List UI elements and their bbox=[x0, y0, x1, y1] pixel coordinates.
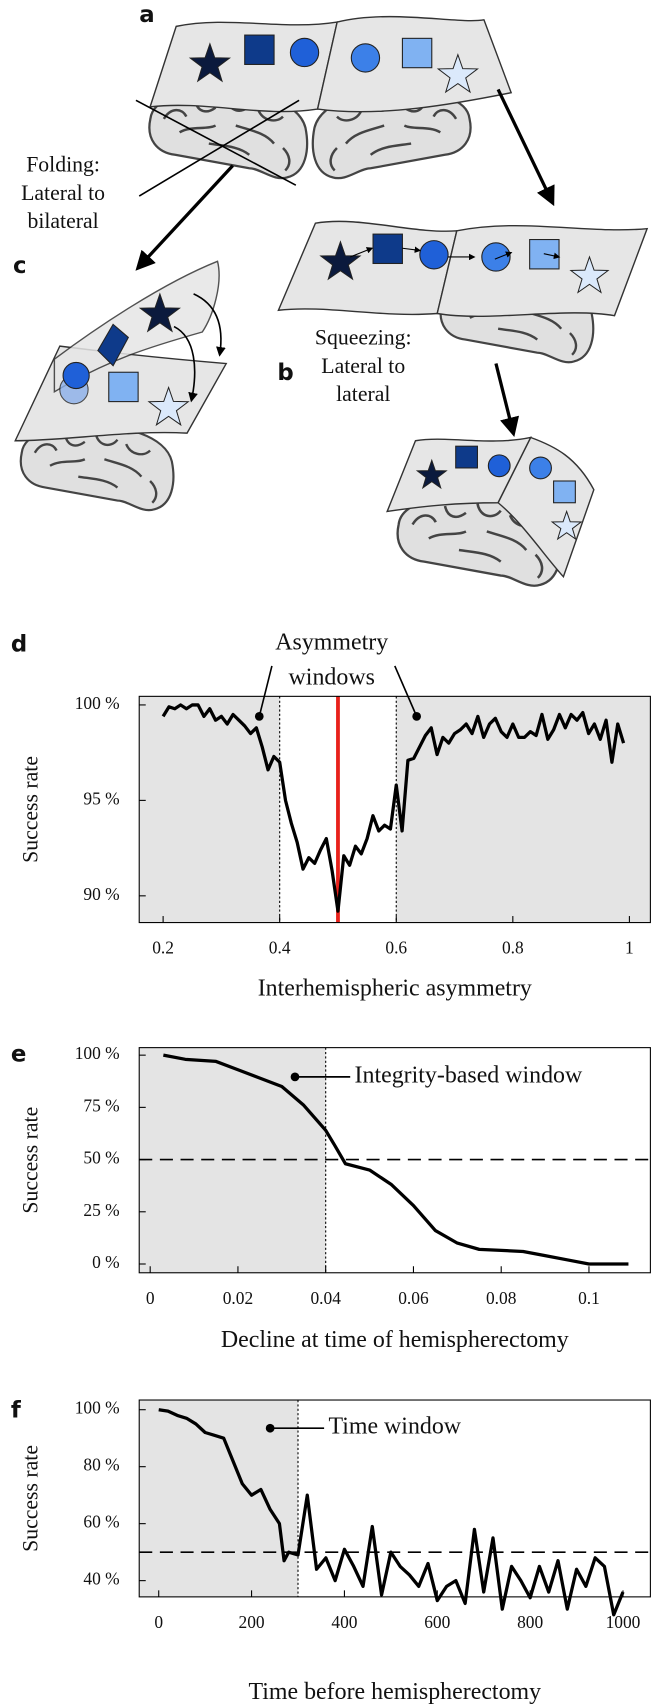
x-tick-label: 200 bbox=[239, 1612, 265, 1632]
square bbox=[244, 34, 275, 65]
panel-label: c bbox=[13, 253, 27, 279]
y-tick-label: 95 % bbox=[83, 788, 119, 808]
diamond bbox=[97, 323, 130, 367]
x-tick-label: 0.8 bbox=[502, 938, 524, 958]
x-tick-label: 0.1 bbox=[578, 1288, 600, 1308]
window-shade bbox=[139, 696, 280, 923]
sheet bbox=[149, 21, 339, 113]
small-arrows bbox=[350, 246, 561, 261]
x-tick-label: 1000 bbox=[606, 1612, 641, 1632]
y-tick-label: 40 % bbox=[83, 1569, 119, 1589]
y-tick-label: 100 % bbox=[75, 1043, 120, 1063]
x-tick-label: 0.06 bbox=[398, 1288, 429, 1308]
y-axis-label: Success rate bbox=[19, 1445, 43, 1552]
square bbox=[401, 37, 433, 69]
diagram: a b c Folding: Lateral to bilateral Sque… bbox=[13, 2, 649, 588]
panel-label: f bbox=[11, 1397, 22, 1423]
x-tick-label: 0.6 bbox=[385, 938, 407, 958]
square bbox=[553, 480, 576, 504]
annotation-pointer bbox=[394, 665, 418, 717]
square bbox=[455, 445, 479, 469]
sheet bbox=[497, 436, 595, 579]
y-tick-label: 25 % bbox=[83, 1200, 119, 1220]
panel-label: e bbox=[11, 1042, 26, 1068]
x-axis-label: Decline at time of hemispherectomy bbox=[221, 1327, 569, 1353]
caption: Lateral to bbox=[21, 181, 105, 205]
x-tick-label: 1 bbox=[625, 938, 634, 958]
x-tick-label: 0 bbox=[146, 1288, 155, 1308]
x-tick-label: 0.2 bbox=[152, 938, 174, 958]
annotation-dot bbox=[254, 712, 264, 721]
y-tick-label: 80 % bbox=[83, 1455, 119, 1475]
x-axis-label: Time before hemispherectomy bbox=[249, 1679, 542, 1705]
window-shade bbox=[139, 1400, 298, 1597]
arrow bbox=[496, 88, 555, 207]
square bbox=[372, 233, 403, 265]
panel-label: d bbox=[11, 632, 27, 658]
y-tick-label: 60 % bbox=[83, 1512, 119, 1532]
circle bbox=[419, 240, 449, 270]
x-tick-label: 600 bbox=[424, 1612, 450, 1632]
caption: lateral bbox=[336, 382, 390, 406]
annotation-pointer bbox=[258, 665, 273, 717]
square bbox=[108, 371, 139, 403]
caption: Lateral to bbox=[321, 354, 405, 378]
y-tick-label: 100 % bbox=[75, 693, 120, 713]
circle bbox=[62, 361, 90, 390]
data-line bbox=[163, 1053, 629, 1266]
annotation: Asymmetry bbox=[275, 630, 388, 656]
x-axis-label: Interhemispheric asymmetry bbox=[258, 975, 532, 1001]
annotation-dot bbox=[412, 712, 422, 721]
annotation: Time window bbox=[328, 1414, 461, 1440]
arrow bbox=[193, 293, 226, 357]
y-tick-label: 50 % bbox=[83, 1148, 119, 1168]
plot-frame bbox=[138, 695, 651, 924]
y-tick-label: 0 % bbox=[92, 1252, 120, 1272]
caption: bilateral bbox=[27, 209, 98, 233]
window-shade bbox=[396, 696, 651, 923]
circle bbox=[350, 43, 381, 73]
circle bbox=[487, 454, 511, 478]
annotation-dot bbox=[265, 1423, 275, 1433]
y-tick-label: 100 % bbox=[75, 1398, 120, 1418]
y-tick-label: 90 % bbox=[83, 884, 119, 904]
y-axis-label: Success rate bbox=[19, 756, 43, 863]
x-tick-label: 0 bbox=[154, 1612, 163, 1632]
annotation: Integrity-based window bbox=[355, 1062, 583, 1088]
annotation: windows bbox=[289, 664, 375, 690]
caption: Squeezing: bbox=[315, 326, 412, 350]
arrow bbox=[135, 164, 234, 271]
x-tick-label: 0.08 bbox=[486, 1288, 517, 1308]
x-tick-label: 0.02 bbox=[223, 1288, 253, 1308]
panel-label: b bbox=[277, 360, 293, 386]
data-line bbox=[161, 703, 626, 913]
circle bbox=[529, 456, 552, 480]
data-line bbox=[158, 1408, 625, 1617]
y-axis-label: Success rate bbox=[19, 1107, 43, 1214]
plot-frame bbox=[138, 1047, 651, 1274]
x-tick-label: 800 bbox=[517, 1612, 543, 1632]
cross-line bbox=[138, 99, 300, 197]
x-tick-label: 0.04 bbox=[310, 1288, 341, 1308]
y-tick-label: 75 % bbox=[83, 1095, 119, 1115]
panel-label: a bbox=[139, 2, 154, 28]
annotation-dot bbox=[290, 1072, 300, 1082]
circle bbox=[289, 37, 320, 68]
plot-frame bbox=[138, 1399, 651, 1598]
arrow bbox=[494, 363, 520, 437]
cross-line bbox=[135, 99, 297, 186]
x-tick-label: 0.4 bbox=[269, 938, 291, 958]
caption: Folding: bbox=[26, 153, 100, 177]
x-tick-label: 400 bbox=[331, 1612, 357, 1632]
arrow bbox=[173, 325, 198, 403]
circle bbox=[481, 242, 511, 272]
